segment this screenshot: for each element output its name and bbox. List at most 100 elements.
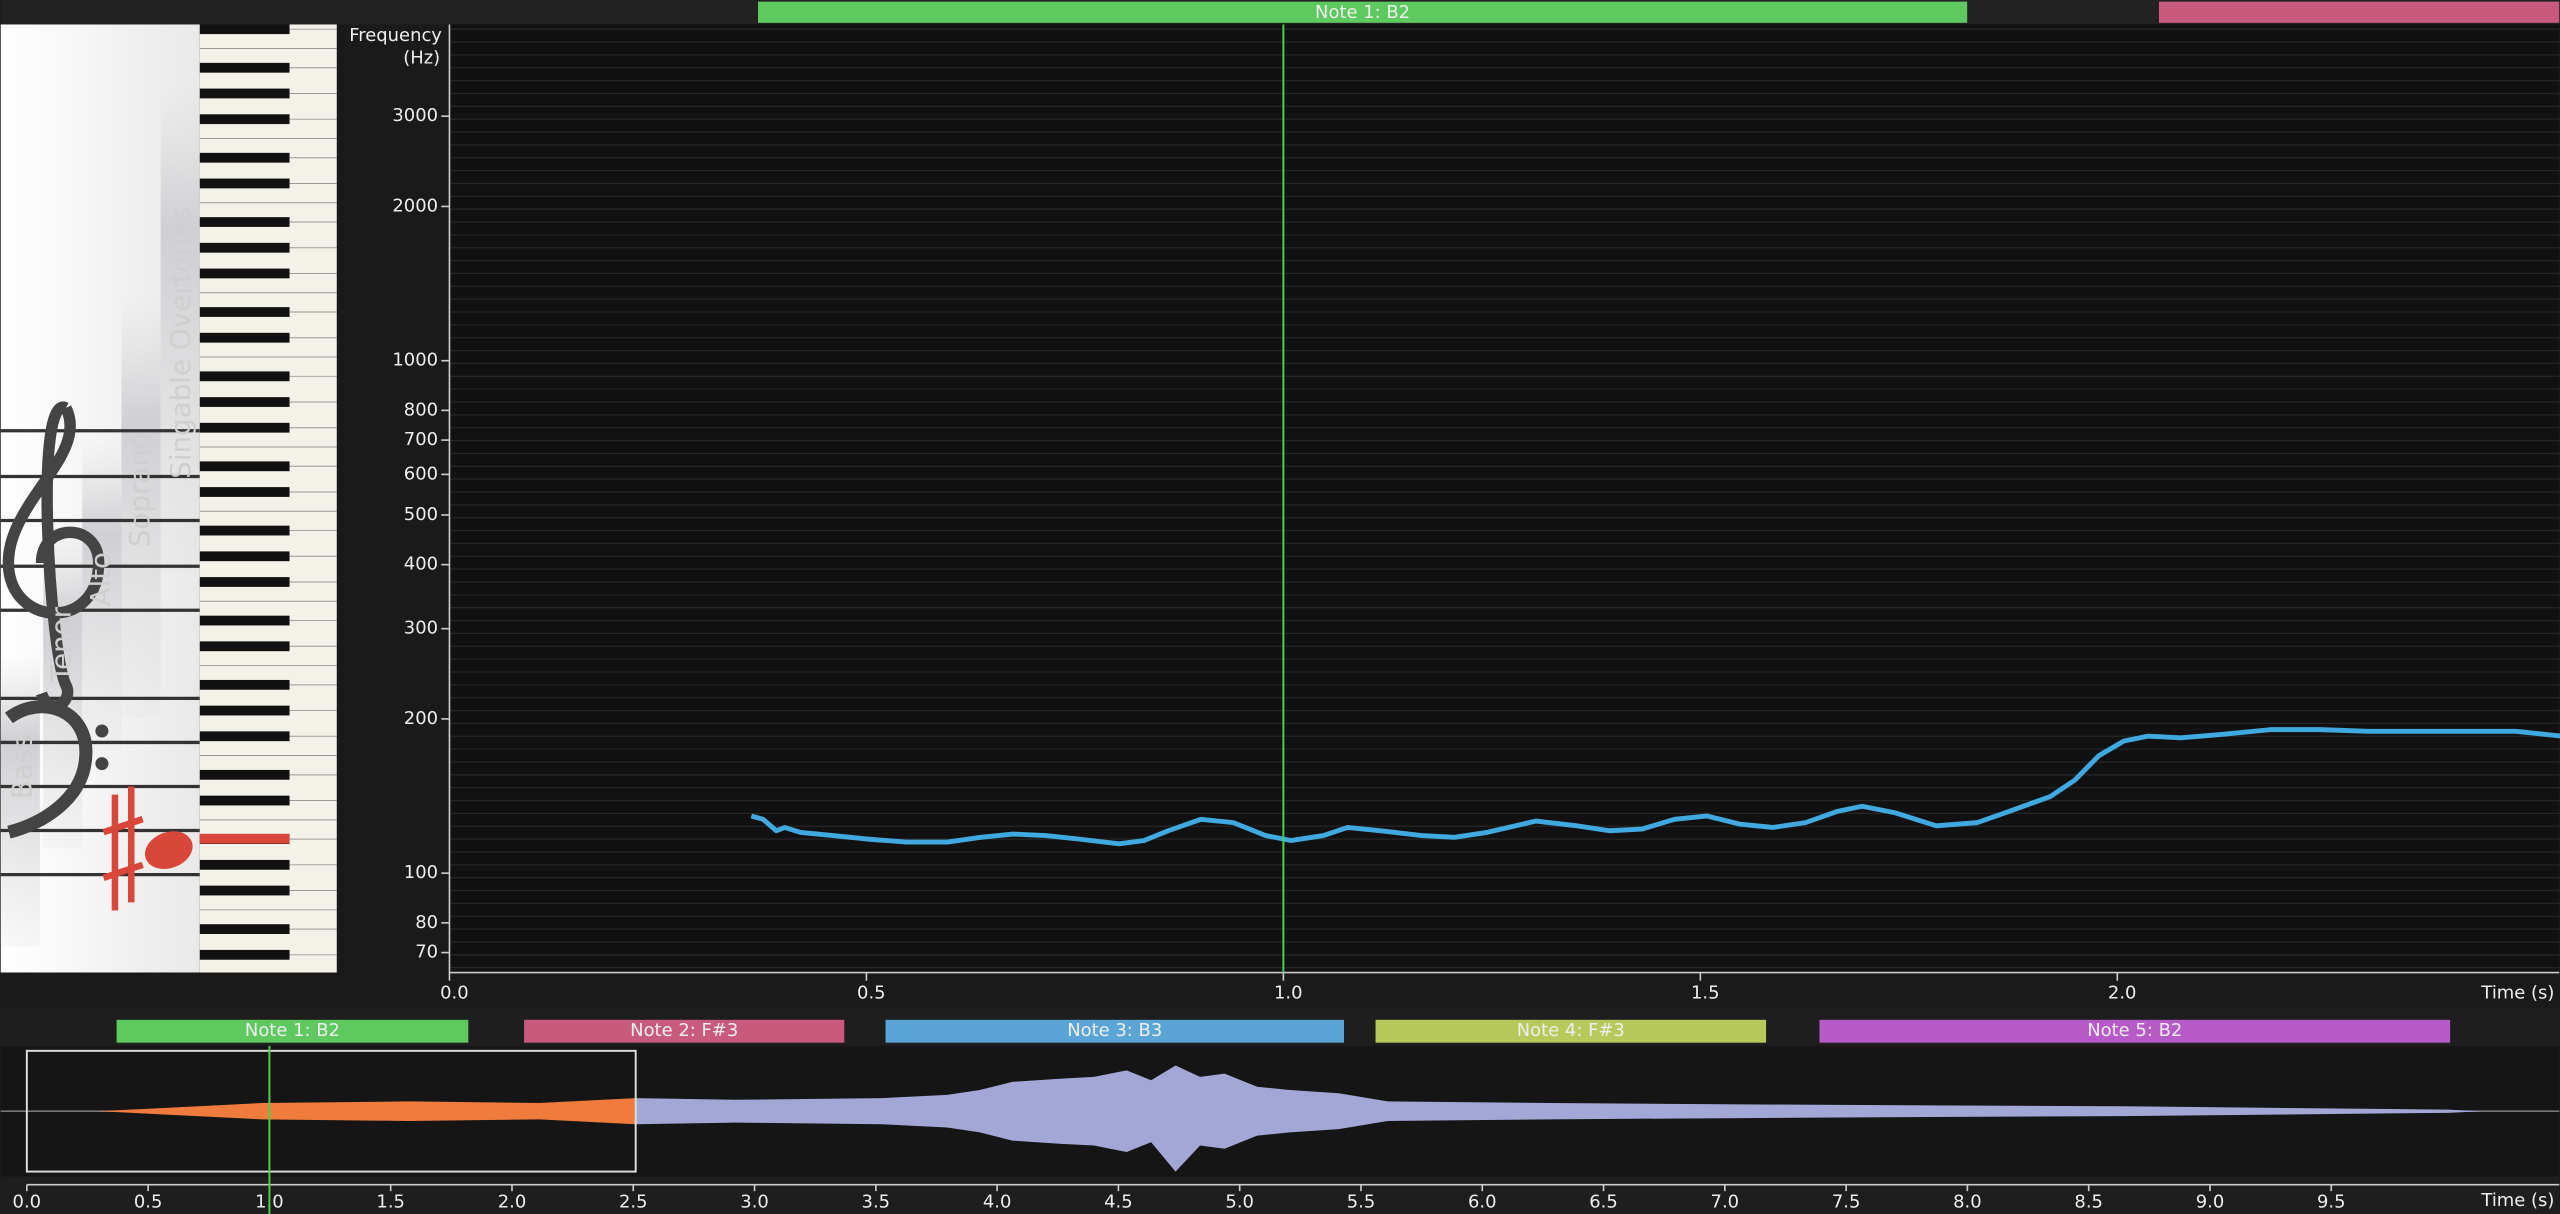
y-tick-label: 3000 <box>392 105 438 126</box>
black-key <box>199 487 290 497</box>
black-key <box>199 577 290 587</box>
note-bar <box>758 1 1968 23</box>
x-tick-label: 0.0 <box>13 1192 42 1213</box>
x-tick-label: 1.5 <box>376 1192 405 1213</box>
x-tick-label: 8.5 <box>2074 1192 2103 1213</box>
x-tick-label: 7.0 <box>1711 1192 1740 1213</box>
black-key <box>199 885 290 896</box>
note-bar <box>1819 1019 2451 1043</box>
y-tick-label: 400 <box>404 554 438 575</box>
black-key <box>199 88 290 99</box>
black-key <box>199 769 290 780</box>
black-key <box>199 461 290 472</box>
x-tick-label: 4.0 <box>983 1192 1012 1213</box>
y-tick-label: 500 <box>404 504 438 525</box>
y-tick-label: 100 <box>404 862 438 883</box>
black-key <box>199 949 290 960</box>
bass-clef <box>4 700 93 839</box>
note-bar <box>524 1019 845 1043</box>
y-tick-label: 700 <box>404 429 438 450</box>
bass-clef-dot <box>95 757 109 771</box>
note-label: Note 1: B2 <box>1315 2 1410 23</box>
black-key <box>199 641 290 652</box>
range-label: Soprano <box>123 432 156 547</box>
x-tick-label: 9.5 <box>2317 1192 2346 1213</box>
note-bar <box>116 1019 469 1043</box>
black-key <box>199 924 290 934</box>
x-tick-label: 8.0 <box>1953 1192 1982 1213</box>
black-key <box>199 422 290 433</box>
x-tick-label: 0.0 <box>440 983 469 1004</box>
x-tick-label: 4.5 <box>1104 1192 1133 1213</box>
black-key <box>199 332 290 343</box>
x-tick-label: 1.0 <box>1274 983 1303 1004</box>
black-key <box>199 705 290 716</box>
x-tick-label: 0.5 <box>857 983 886 1004</box>
note-label: Note 2: F#3 <box>630 1020 738 1041</box>
range-label: Bass <box>6 734 39 799</box>
x-tick-label: 6.5 <box>1589 1192 1618 1213</box>
x-tick-label: 3.0 <box>740 1192 769 1213</box>
range-label: Tenor <box>45 606 78 683</box>
sharp-sign <box>102 786 144 911</box>
range-label: Alto <box>84 552 117 607</box>
y-tick-label: 200 <box>404 708 438 729</box>
x-axis-label: Time (s) <box>2480 1190 2554 1211</box>
black-key <box>199 217 290 227</box>
y-axis-label: (Hz) <box>403 48 440 69</box>
range-label: Singable Overtones <box>164 207 197 479</box>
piano-keyboard <box>199 24 337 973</box>
x-tick-label: 0.5 <box>134 1192 163 1213</box>
pitch-plot <box>449 24 2560 973</box>
bass-clef-dot <box>95 724 109 738</box>
black-key <box>199 551 290 562</box>
view-window <box>25 1049 637 1173</box>
black-key <box>199 62 290 73</box>
black-key <box>199 114 290 125</box>
black-key <box>199 859 290 870</box>
note-label: Note 5: B2 <box>2087 1020 2182 1041</box>
current-key <box>199 833 290 844</box>
semitone-grid <box>449 28 2560 969</box>
note-label: Note 3: B3 <box>1067 1020 1162 1041</box>
black-key <box>199 731 290 742</box>
black-key <box>199 178 290 189</box>
current-note-head <box>144 831 193 869</box>
x-tick-label: 5.0 <box>1225 1192 1254 1213</box>
x-axis-label: Time (s) <box>2480 983 2554 1004</box>
black-key <box>199 795 290 806</box>
note-label: Note 4: F#3 <box>1517 1020 1625 1041</box>
black-key <box>199 152 290 163</box>
black-key <box>199 307 290 317</box>
black-key <box>199 24 290 35</box>
y-axis-label: Frequency <box>349 25 442 46</box>
x-tick-label: 9.0 <box>2196 1192 2225 1213</box>
black-key <box>199 525 290 536</box>
note-bar <box>1375 1019 1767 1043</box>
black-key <box>199 397 290 407</box>
range-band <box>160 81 200 572</box>
x-tick-label: 2.5 <box>619 1192 648 1213</box>
y-tick-label: 300 <box>404 618 438 639</box>
note-bar <box>2158 1 2560 23</box>
x-tick-label: 1.5 <box>1691 983 1720 1004</box>
waveform-selected <box>98 1098 636 1125</box>
y-axis-area <box>336 24 450 973</box>
black-key <box>199 371 290 382</box>
pitch-line <box>750 727 2560 847</box>
waveform <box>635 1065 2481 1172</box>
x-tick-label: 6.0 <box>1468 1192 1497 1213</box>
x-tick-label: 2.0 <box>498 1192 527 1213</box>
y-tick-label: 2000 <box>392 195 438 216</box>
y-tick-label: 70 <box>415 942 438 963</box>
range-band <box>121 293 161 718</box>
note-bar <box>885 1019 1344 1043</box>
black-key <box>199 268 290 279</box>
note-label: Note 1: B2 <box>245 1020 340 1041</box>
x-tick-label: 7.5 <box>1832 1192 1861 1213</box>
black-key <box>199 615 290 626</box>
black-key <box>199 242 290 253</box>
black-key <box>199 679 290 690</box>
